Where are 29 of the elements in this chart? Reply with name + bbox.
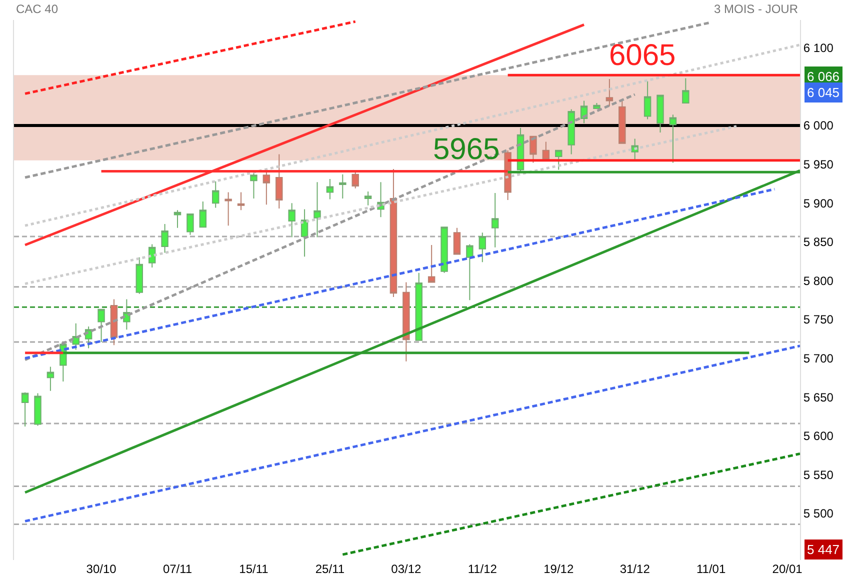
y-tick-label: 5 650	[803, 390, 834, 404]
x-tick-label: 25/11	[315, 562, 345, 576]
y-tick-label: 5 950	[803, 158, 834, 172]
text: 6 066	[807, 69, 840, 84]
y-tick-label: 5 750	[803, 312, 834, 327]
chart-subtitle: 3 MOIS - JOUR	[714, 2, 798, 16]
y-tick-label: 6 100	[803, 41, 834, 56]
x-tick-label: 30/10	[86, 562, 117, 576]
annotation: 6065	[609, 39, 676, 72]
x-tick-label: 03/12	[391, 562, 422, 576]
x-tick-label: 15/11	[239, 562, 269, 576]
y-tick-label: 5 550	[803, 468, 834, 482]
text: 6 045	[807, 85, 840, 100]
x-tick-label: 20/01	[772, 562, 803, 576]
y-tick-label: 5 700	[803, 351, 834, 366]
annotation: 5965	[433, 133, 500, 166]
text: 5 447	[807, 542, 840, 557]
y-tick-label: 5 800	[803, 274, 834, 288]
x-tick-label: 11/01	[696, 562, 726, 576]
x-tick-label: 19/12	[544, 562, 574, 576]
x-tick-label: 07/11	[162, 562, 192, 576]
chart-title: CAC 40	[16, 2, 58, 16]
y-tick-label: 5 900	[803, 196, 834, 210]
y-tick-label: 5 600	[803, 429, 834, 444]
x-tick-label: 11/12	[468, 562, 498, 576]
y-tick-label: 5 500	[803, 506, 834, 521]
x-tick-label: 31/12	[620, 562, 650, 576]
y-tick-label: 5 850	[803, 235, 834, 250]
y-tick-label: 6 000	[803, 118, 834, 133]
